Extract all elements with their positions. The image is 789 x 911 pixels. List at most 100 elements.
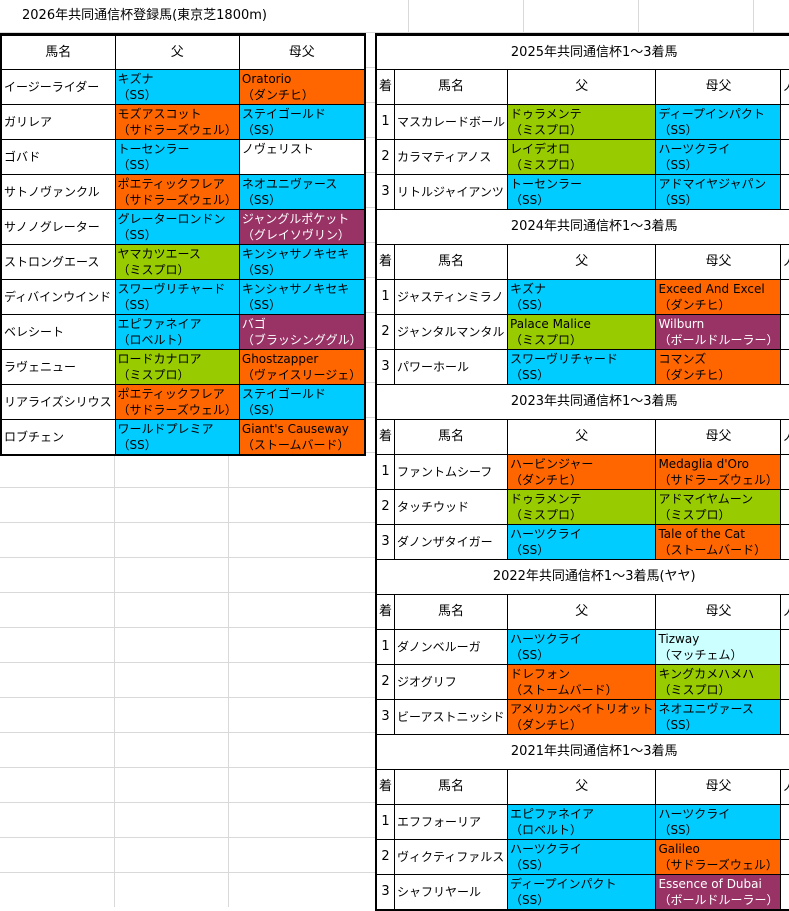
sire-cell[interactable]: モズアスコット （サドラーズウェル） xyxy=(114,104,240,140)
sire-cell[interactable]: ドレフォン （ストームバード） xyxy=(507,664,657,700)
popularity-cell[interactable]: 1 xyxy=(780,664,789,700)
sire-cell[interactable]: トーセンラー （SS） xyxy=(507,174,657,210)
column-header[interactable]: 人気 xyxy=(780,594,789,630)
damsire-cell[interactable]: バゴ （ブラッシンググル） xyxy=(238,314,366,350)
column-header[interactable]: 父 xyxy=(507,419,657,455)
column-header[interactable]: 着 xyxy=(375,594,396,630)
horse-name-cell[interactable]: カラマティアノス xyxy=(394,139,509,175)
sire-cell[interactable]: キズナ （SS） xyxy=(507,279,657,315)
column-header[interactable]: 馬名 xyxy=(394,244,509,280)
damsire-cell[interactable]: ステイゴールド （SS） xyxy=(238,384,366,420)
horse-name-cell[interactable]: ファントムシーフ xyxy=(394,454,509,490)
horse-name-cell[interactable]: ダノンベルーガ xyxy=(394,629,509,665)
damsire-cell[interactable]: アドマイヤムーン （ミスプロ） xyxy=(655,489,782,525)
column-header[interactable]: 母父 xyxy=(655,594,782,630)
damsire-cell[interactable]: Tale of the Cat （ストームバード） xyxy=(655,524,782,560)
damsire-cell[interactable]: ステイゴールド （SS） xyxy=(238,104,366,140)
damsire-cell[interactable]: アドマイヤジャパン （SS） xyxy=(655,174,782,210)
damsire-cell[interactable]: Tizway （マッチェム） xyxy=(655,629,782,665)
section-title[interactable]: 2024年共同通信杯1～3着馬 xyxy=(375,209,789,245)
damsire-cell[interactable]: Galileo （サドラーズウェル） xyxy=(655,839,782,875)
damsire-cell[interactable]: Medaglia d'Oro （サドラーズウェル） xyxy=(655,454,782,490)
sire-cell[interactable]: ハーツクライ （SS） xyxy=(507,524,657,560)
rank-cell[interactable]: 1 xyxy=(375,279,396,315)
column-header[interactable]: 着 xyxy=(375,769,396,805)
damsire-cell[interactable]: Oratorio （ダンチヒ） xyxy=(238,69,366,105)
horse-name-cell[interactable]: ヴィクティファルス xyxy=(394,839,509,875)
column-header[interactable]: 父 xyxy=(507,244,657,280)
column-header[interactable]: 着 xyxy=(375,244,396,280)
column-header[interactable]: 着 xyxy=(375,419,396,455)
horse-name-cell[interactable]: サノノグレーター xyxy=(0,209,116,245)
horse-name-cell[interactable]: ロブチェン xyxy=(0,419,116,455)
sire-cell[interactable]: ドゥラメンテ （ミスプロ） xyxy=(507,489,657,525)
horse-name-cell[interactable]: ガリレア xyxy=(0,104,116,140)
sire-cell[interactable]: Palace Malice （ミスプロ） xyxy=(507,314,657,350)
damsire-cell[interactable]: Wilburn （ボールドルーラー） xyxy=(655,314,782,350)
rank-cell[interactable]: 3 xyxy=(375,874,396,910)
damsire-cell[interactable]: Ghostzapper （ヴァイスリージェ） xyxy=(238,349,366,385)
sire-cell[interactable]: ディープインパクト （SS） xyxy=(507,874,657,910)
column-header[interactable]: 母父 xyxy=(655,769,782,805)
section-title[interactable]: 2025年共同通信杯1～3着馬 xyxy=(375,34,789,70)
horse-name-cell[interactable]: リトルジャイアンツ xyxy=(394,174,509,210)
popularity-cell[interactable]: 3 xyxy=(780,629,789,665)
horse-name-cell[interactable]: リアライズシリウス xyxy=(0,384,116,420)
sire-cell[interactable]: キズナ （SS） xyxy=(114,69,240,105)
horse-name-cell[interactable]: イージーライダー xyxy=(0,69,116,105)
rank-cell[interactable]: 2 xyxy=(375,314,396,350)
sire-cell[interactable]: エピファネイア （ロベルト） xyxy=(114,314,240,350)
damsire-cell[interactable]: ネオユニヴァース （SS） xyxy=(238,174,366,210)
damsire-cell[interactable]: Essence of Dubai （ボールドルーラー） xyxy=(655,874,782,910)
popularity-cell[interactable]: 1 xyxy=(780,314,789,350)
damsire-cell[interactable]: ネオユニヴァース （SS） xyxy=(655,699,782,735)
sire-cell[interactable]: エピファネイア （ロベルト） xyxy=(507,804,657,840)
horse-name-cell[interactable]: ビーアストニッシド xyxy=(394,699,509,735)
rank-cell[interactable]: 3 xyxy=(375,349,396,385)
damsire-cell[interactable]: Exceed And Excel （ダンチヒ） xyxy=(655,279,782,315)
sire-cell[interactable]: ロードカナロア （ミスプロ） xyxy=(114,349,240,385)
column-header[interactable]: 馬名 xyxy=(394,419,509,455)
sire-cell[interactable]: グレーターロンドン （SS） xyxy=(114,209,240,245)
rank-cell[interactable]: 1 xyxy=(375,104,396,140)
sire-cell[interactable]: ハーツクライ （SS） xyxy=(507,629,657,665)
horse-name-cell[interactable]: タッチウッド xyxy=(394,489,509,525)
rank-cell[interactable]: 1 xyxy=(375,804,396,840)
sire-cell[interactable]: ワールドプレミア （SS） xyxy=(114,419,240,455)
horse-name-cell[interactable]: ジャスティンミラノ xyxy=(394,279,509,315)
sire-cell[interactable]: ハーツクライ （SS） xyxy=(507,839,657,875)
column-header[interactable]: 父 xyxy=(507,769,657,805)
horse-name-cell[interactable]: ダノンザタイガー xyxy=(394,524,509,560)
horse-name-cell[interactable]: エフフォーリア xyxy=(394,804,509,840)
sire-cell[interactable]: ハービンジャー （ダンチヒ） xyxy=(507,454,657,490)
column-header[interactable]: 人気 xyxy=(780,69,789,105)
popularity-cell[interactable]: 8 xyxy=(780,699,789,735)
horse-name-cell[interactable]: サトノヴァンクル xyxy=(0,174,116,210)
horse-name-cell[interactable]: ジオグリフ xyxy=(394,664,509,700)
column-header[interactable]: 母父 xyxy=(238,34,366,70)
column-header[interactable]: 馬名 xyxy=(0,34,116,70)
column-header[interactable]: 母父 xyxy=(655,69,782,105)
popularity-cell[interactable]: 9 xyxy=(780,349,789,385)
damsire-cell[interactable]: キンシャサノキセキ （SS） xyxy=(238,244,366,280)
horse-name-cell[interactable]: パワーホール xyxy=(394,349,509,385)
rank-cell[interactable]: 2 xyxy=(375,839,396,875)
rank-cell[interactable]: 2 xyxy=(375,489,396,525)
damsire-cell[interactable]: ハーツクライ （SS） xyxy=(655,139,782,175)
horse-name-cell[interactable]: ディバインウインド xyxy=(0,279,116,315)
rank-cell[interactable]: 1 xyxy=(375,629,396,665)
rank-cell[interactable]: 3 xyxy=(375,174,396,210)
damsire-cell[interactable]: ハーツクライ （SS） xyxy=(655,804,782,840)
popularity-cell[interactable]: 6 xyxy=(780,139,789,175)
column-header[interactable]: 父 xyxy=(507,69,657,105)
popularity-cell[interactable]: 5 xyxy=(780,489,789,525)
section-title[interactable]: 2022年共同通信杯1～3着馬(ヤヤ) xyxy=(375,559,789,595)
sire-cell[interactable]: ポエティックフレア （サドラーズウェル） xyxy=(114,384,240,420)
damsire-cell[interactable]: ノヴェリスト xyxy=(238,139,366,175)
column-header[interactable]: 母父 xyxy=(655,419,782,455)
rank-cell[interactable]: 3 xyxy=(375,524,396,560)
sire-cell[interactable]: ドゥラメンテ （ミスプロ） xyxy=(507,104,657,140)
popularity-cell[interactable]: 4 xyxy=(780,804,789,840)
column-header[interactable]: 馬名 xyxy=(394,69,509,105)
sire-cell[interactable]: スワーヴリチャード （SS） xyxy=(114,279,240,315)
